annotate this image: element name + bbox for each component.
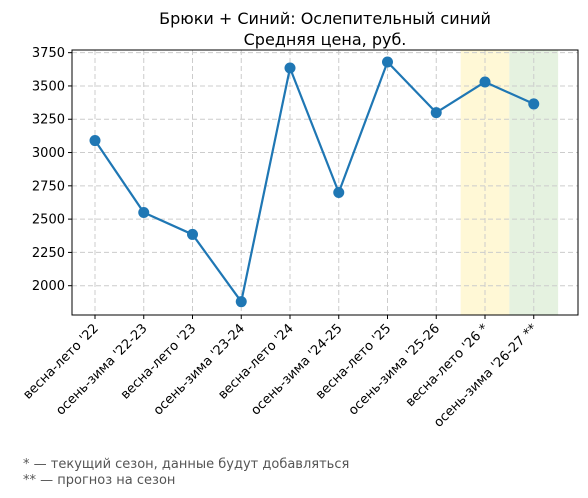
highlight-bands [460, 50, 559, 315]
series-line [89, 56, 540, 308]
data-point-5 [333, 186, 345, 198]
data-point-0 [89, 135, 101, 147]
x-tick-label-3: осень-зима '23-24 [151, 321, 248, 418]
data-point-2 [187, 228, 198, 240]
data-point-8 [479, 76, 491, 88]
y-tick-label-1: 2250 [32, 246, 65, 261]
y-tick-label-4: 3000 [32, 146, 65, 161]
chart-title: Брюки + Синий: Ослепительный синий [159, 9, 491, 28]
grid [72, 50, 578, 315]
data-point-3 [235, 296, 247, 308]
plot-frame [71, 49, 579, 316]
footnote-current-season: * — текущий сезон, данные будут добавлят… [23, 457, 350, 472]
y-tick-label-6: 3500 [32, 79, 65, 94]
data-point-9 [528, 98, 540, 110]
y-axis: 2000 2250 2500 2750 3000 3250 3500 3750 [32, 46, 72, 294]
series-line-0 [94, 60, 535, 303]
y-tick-label-3: 2750 [32, 179, 65, 194]
data-point-4 [284, 62, 296, 74]
x-tick-label-7: осень-зима '25-26 [346, 321, 443, 418]
y-tick-label-0: 2000 [32, 279, 65, 294]
data-point-7 [430, 107, 442, 119]
x-tick-label-5: осень-зима '24-25 [248, 321, 345, 418]
data-point-1 [138, 206, 150, 218]
x-tick-label-1: осень-зима '22-23 [53, 321, 150, 418]
y-tick-label-7: 3750 [32, 46, 65, 61]
y-tick-label-2: 2500 [32, 213, 65, 228]
footnote-forecast: ** — прогноз на сезон [23, 473, 176, 488]
y-tick-label-5: 3250 [32, 113, 65, 128]
chart-subtitle: Средняя цена, руб. [244, 30, 407, 49]
x-tick-label-8: весна-лето '26 * [403, 321, 492, 410]
data-point-6 [382, 56, 393, 68]
